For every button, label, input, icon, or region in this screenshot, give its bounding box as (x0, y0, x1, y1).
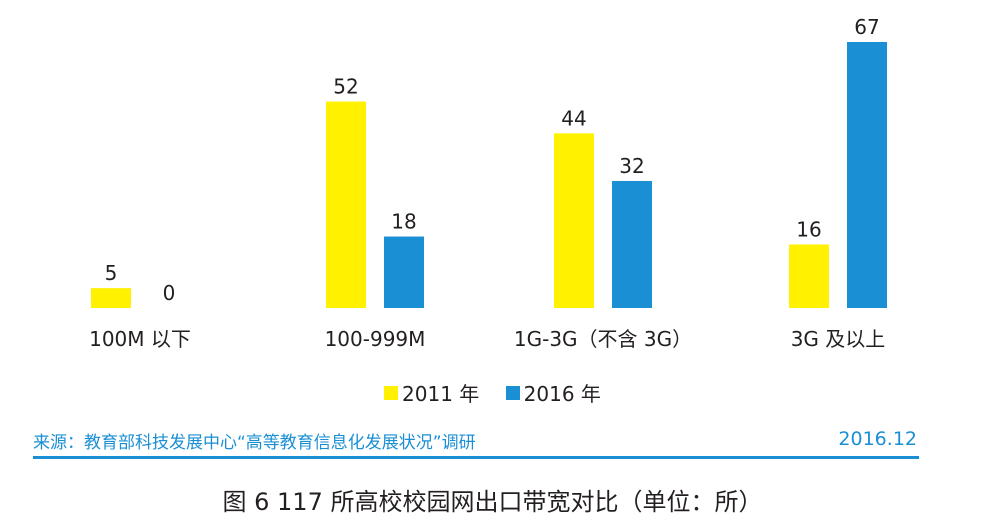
date-label: 2016.12 (838, 428, 917, 450)
source-note: 来源：教育部科技发展中心“高等教育信息化发展状况”调研 (33, 433, 476, 453)
legend: 2011 年 2016 年 (0, 378, 985, 407)
legend-item-2016: 2016 年 (505, 378, 601, 407)
legend-swatch-2011 (384, 385, 399, 400)
data-label-2011-3: 16 (796, 217, 821, 241)
figure-caption: 图 6 117 所高校校园网出口带宽对比（单位：所） (222, 488, 763, 516)
bar-2011-2 (554, 133, 594, 308)
bar-2016-3 (847, 42, 887, 308)
category-label-3: 3G 及以上 (791, 327, 886, 351)
bar-2011-3 (789, 244, 829, 308)
bar-2011-1 (326, 101, 366, 308)
chart-panel: 5 0 100M 以下 52 18 100-999M 44 32 1G-3G（不含 3G） 16 6… (0, 15, 985, 459)
data-label-2016-3: 67 (854, 15, 879, 39)
category-label-0: 100M 以下 (89, 327, 191, 351)
bar-2016-1 (384, 236, 424, 308)
data-label-2011-2: 44 (561, 106, 586, 130)
data-label-2011-1: 52 (333, 75, 358, 99)
data-label-2016-1: 18 (391, 210, 416, 234)
legend-item-2011: 2011 年 (384, 378, 479, 407)
legend-label-2011: 2011 年 (402, 382, 480, 406)
data-label-2011-0: 5 (105, 261, 118, 285)
legend-label-2016: 2016 年 (523, 382, 601, 406)
data-label-2016-0: 0 (163, 281, 176, 305)
data-label-2016-2: 32 (619, 154, 644, 178)
category-label-1: 100-999M (325, 327, 426, 351)
divider (33, 456, 919, 459)
bar-2011-0 (91, 288, 131, 308)
bar-chart: 5 0 100M 以下 52 18 100-999M 44 32 1G-3G（不含 3G） 16 6… (89, 15, 887, 351)
legend-swatch-2016 (505, 385, 520, 400)
bar-2016-2 (612, 180, 652, 308)
category-label-2: 1G-3G（不含 3G） (514, 327, 692, 351)
